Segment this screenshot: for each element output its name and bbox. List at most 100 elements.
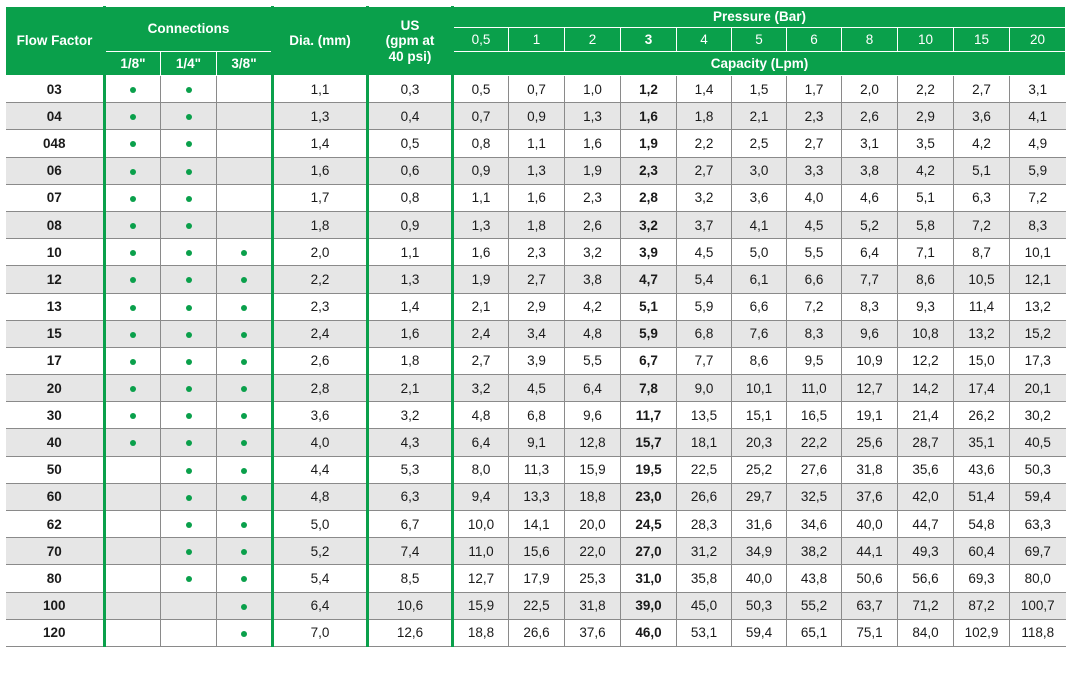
capacity-cell: 9,6 [841,319,899,348]
capacity-cell: 7,8 [620,374,678,403]
connection-cell [160,564,217,593]
capacity-cell: 39,0 [620,591,678,620]
capacity-cell: 7,2 [953,210,1011,240]
pressure-col-header: 6 [786,27,843,52]
table-row: 70 5,2 7,4 11,0 15,6 22,0 27,0 31,2 34,9 38,2 44,1… [5,537,1066,566]
pressure-col-header: 20 [1009,27,1067,52]
capacity-cell: 2,3 [786,102,843,131]
table-row: 20 2,8 2,1 3,2 4,5 6,4 7,8 9,0 10,1 11,0 12,7 14,2 1… [5,374,1066,403]
available-dot-icon [185,386,192,393]
capacity-cell: 3,1 [841,129,899,158]
capacity-cell: 10,1 [731,374,788,403]
available-dot-icon [241,440,247,447]
table-row: 048 1,4 0,5 0,8 1,1 1,6 1,9 2,2 2,5 2,7 3,1 3,5 4,2 4… [5,129,1066,158]
available-dot-icon [185,304,192,311]
capacity-cell: 11,4 [953,292,1011,321]
us-cell: 1,8 [366,346,454,376]
dia-cell: 6,4 [271,591,369,620]
flow-factor-cell: 06 [5,156,105,185]
capacity-cell: 18,8 [451,618,510,647]
us-cell: 7,4 [366,537,454,566]
capacity-cell: 12,1 [1009,265,1066,294]
us-cell: 6,7 [366,509,454,539]
flow-factor-cell: 03 [5,74,105,104]
capacity-cell: 1,8 [676,102,733,131]
capacity-cell: 15,9 [451,591,510,620]
flow-factor-header: Flow Factor [5,6,105,76]
connection-cell [103,210,161,240]
dia-cell: 2,8 [271,374,369,403]
capacity-cell: 5,0 [731,238,788,267]
available-dot-icon [185,576,192,583]
table-row: 40 4,0 4,3 6,4 9,1 12,8 15,7 18,1 20,3 22,2 25,6 28… [5,428,1066,457]
capacity-cell: 4,6 [841,183,899,212]
capacity-cell: 1,2 [620,74,678,104]
capacity-cell: 6,6 [786,265,843,294]
capacity-cell: 4,5 [508,374,566,403]
capacity-cell: 50,3 [731,591,788,620]
available-dot-icon [130,250,136,257]
capacity-cell: 84,0 [897,618,955,647]
capacity-cell: 1,8 [508,210,566,240]
capacity-cell: 2,2 [897,74,955,104]
capacity-cell: 25,6 [841,428,899,457]
table-row: 80 5,4 8,5 12,7 17,9 25,3 31,0 35,8 40,0 43,8 50,6… [5,564,1066,593]
flow-factor-cell: 120 [5,618,105,647]
dia-cell: 5,0 [271,509,369,539]
capacity-cell: 1,7 [786,74,843,104]
connection-cell [160,401,217,430]
dia-cell: 1,6 [271,156,369,185]
dia-cell: 3,6 [271,401,369,430]
capacity-cell: 10,5 [953,265,1011,294]
available-dot-icon [185,522,192,529]
capacity-cell: 17,3 [1009,346,1066,376]
capacity-cell: 4,8 [564,319,622,348]
capacity-cell: 42,0 [897,482,955,512]
capacity-cell: 5,8 [897,210,955,240]
capacity-cell: 2,7 [953,74,1011,104]
capacity-cell: 60,4 [953,537,1011,566]
capacity-cell: 3,2 [676,183,733,212]
flow-factor-cell: 15 [5,319,105,348]
capacity-cell: 0,8 [451,129,510,158]
capacity-cell: 1,3 [564,102,622,131]
capacity-cell: 3,6 [731,183,788,212]
dia-cell: 5,2 [271,537,369,566]
capacity-cell: 65,1 [786,618,843,647]
capacity-cell: 15,7 [620,428,678,457]
capacity-cell: 3,0 [731,156,788,185]
capacity-cell: 7,7 [676,346,733,376]
capacity-cell: 56,6 [897,564,955,593]
available-dot-icon [130,440,136,447]
capacity-cell: 31,6 [731,509,788,539]
capacity-cell: 7,2 [786,292,843,321]
capacity-cell: 23,0 [620,482,678,512]
connection-cell [215,183,274,212]
flow-factor-cell: 048 [5,129,105,158]
available-dot-icon [185,277,192,284]
capacity-cell: 1,5 [731,74,788,104]
capacity-cell: 3,2 [451,374,510,403]
connection-cell [215,129,274,158]
connection-cell [215,537,274,566]
available-dot-icon [241,358,247,365]
capacity-cell: 59,4 [731,618,788,647]
capacity-cell: 4,9 [1009,129,1066,158]
capacity-cell: 35,6 [897,455,955,484]
table-row: 03 1,1 0,3 0,5 0,7 1,0 1,2 1,4 1,5 1,7 2,0 2,2 2,7 3,… [5,74,1066,104]
table-row: 12 2,2 1,3 1,9 2,7 3,8 4,7 5,4 6,1 6,6 7,7 8,6 10,5 1… [5,265,1066,294]
dia-cell: 1,3 [271,102,369,131]
capacity-cell: 69,3 [953,564,1011,593]
connection-cell [215,401,274,430]
available-dot-icon [130,386,136,393]
capacity-cell: 38,2 [786,537,843,566]
capacity-cell: 2,7 [676,156,733,185]
capacity-cell: 26,6 [676,482,733,512]
capacity-cell: 13,2 [1009,292,1066,321]
capacity-cell: 14,1 [508,509,566,539]
capacity-cell: 2,8 [620,183,678,212]
capacity-cell: 2,3 [564,183,622,212]
table-row: 10 2,0 1,1 1,6 2,3 3,2 3,9 4,5 5,0 5,5 6,4 7,1 8,7 10… [5,238,1066,267]
capacity-cell: 10,1 [1009,238,1066,267]
capacity-cell: 1,6 [508,183,566,212]
